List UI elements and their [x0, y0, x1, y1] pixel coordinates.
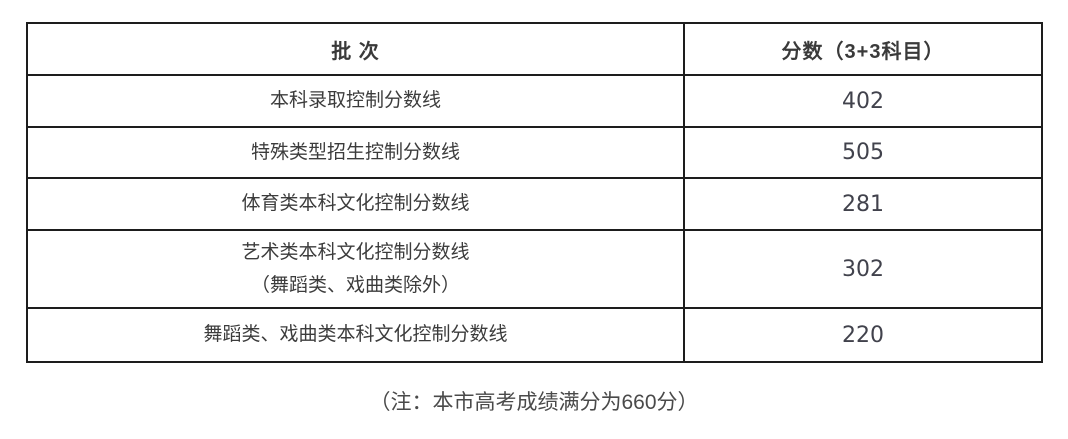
- batch-cell: 特殊类型招生控制分数线: [26, 126, 685, 179]
- score-cell: 220: [683, 307, 1043, 363]
- batch-cell: 舞蹈类、戏曲类本科文化控制分数线: [26, 307, 685, 363]
- batch-cell: 艺术类本科文化控制分数线 （舞蹈类、戏曲类除外）: [26, 229, 685, 309]
- table-row: 艺术类本科文化控制分数线 （舞蹈类、戏曲类除外） 302: [26, 229, 1043, 309]
- table-row: 舞蹈类、戏曲类本科文化控制分数线 220: [26, 307, 1043, 363]
- batch-cell: 体育类本科文化控制分数线: [26, 177, 685, 231]
- footnote: （注：本市高考成绩满分为660分）: [369, 391, 699, 414]
- score-cell: 505: [683, 126, 1043, 179]
- score-cell: 302: [683, 229, 1043, 309]
- batch-cell: 本科录取控制分数线: [26, 74, 685, 128]
- score-cell: 402: [683, 74, 1043, 128]
- table-row: 体育类本科文化控制分数线 281: [26, 177, 1043, 231]
- score-cell: 281: [683, 177, 1043, 231]
- score-lines-table: 批 次 分数（3+3科目） 本科录取控制分数线 402 特殊类型招生控制分数线 …: [26, 22, 1043, 363]
- header-score: 分数（3+3科目）: [683, 22, 1043, 76]
- table-row: 本科录取控制分数线 402: [26, 74, 1043, 128]
- table-header-row: 批 次 分数（3+3科目）: [26, 22, 1043, 76]
- table-row: 特殊类型招生控制分数线 505: [26, 126, 1043, 179]
- header-batch: 批 次: [26, 22, 685, 76]
